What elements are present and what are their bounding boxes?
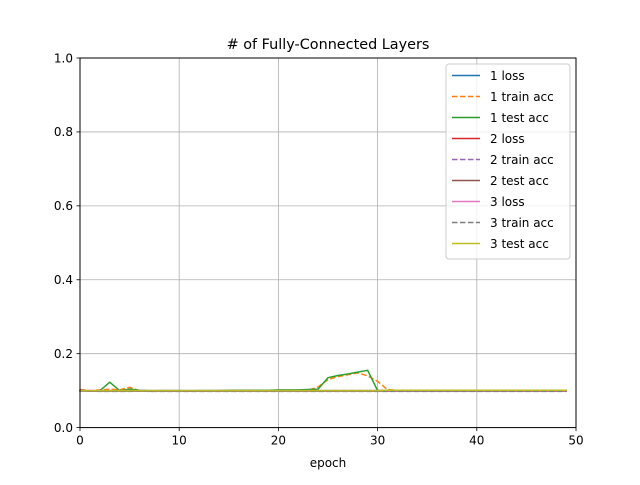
x-tick-label: 30 [370, 434, 385, 448]
x-tick-label: 20 [271, 434, 286, 448]
x-axis-label: epoch [310, 456, 347, 470]
legend-label: 3 train acc [490, 216, 554, 230]
legend-label: 2 train acc [490, 153, 554, 167]
legend: 1 loss 1 train acc 1 test acc 2 loss 2 train… [446, 64, 570, 259]
y-tick-label: 0.8 [54, 125, 73, 139]
legend-label: 3 loss [490, 195, 525, 209]
legend-label: 2 loss [490, 132, 525, 146]
legend-label: 1 test acc [490, 111, 549, 125]
y-tick-label: 0.0 [54, 421, 73, 435]
legend-label: 3 test acc [490, 237, 549, 251]
y-tick-label: 0.2 [54, 347, 73, 361]
y-tick-label: 0.6 [54, 199, 73, 213]
y-tick-label: 1.0 [54, 51, 73, 65]
legend-label: 1 train acc [490, 90, 554, 104]
x-tick-label: 10 [172, 434, 187, 448]
x-tick-label: 50 [568, 434, 583, 448]
legend-label: 1 loss [490, 69, 525, 83]
x-tick-label: 0 [76, 434, 84, 448]
x-tick-label: 40 [469, 434, 484, 448]
chart-title: # of Fully-Connected Layers [227, 37, 430, 53]
legend-label: 2 test acc [490, 174, 549, 188]
y-tick-label: 0.4 [54, 273, 73, 287]
